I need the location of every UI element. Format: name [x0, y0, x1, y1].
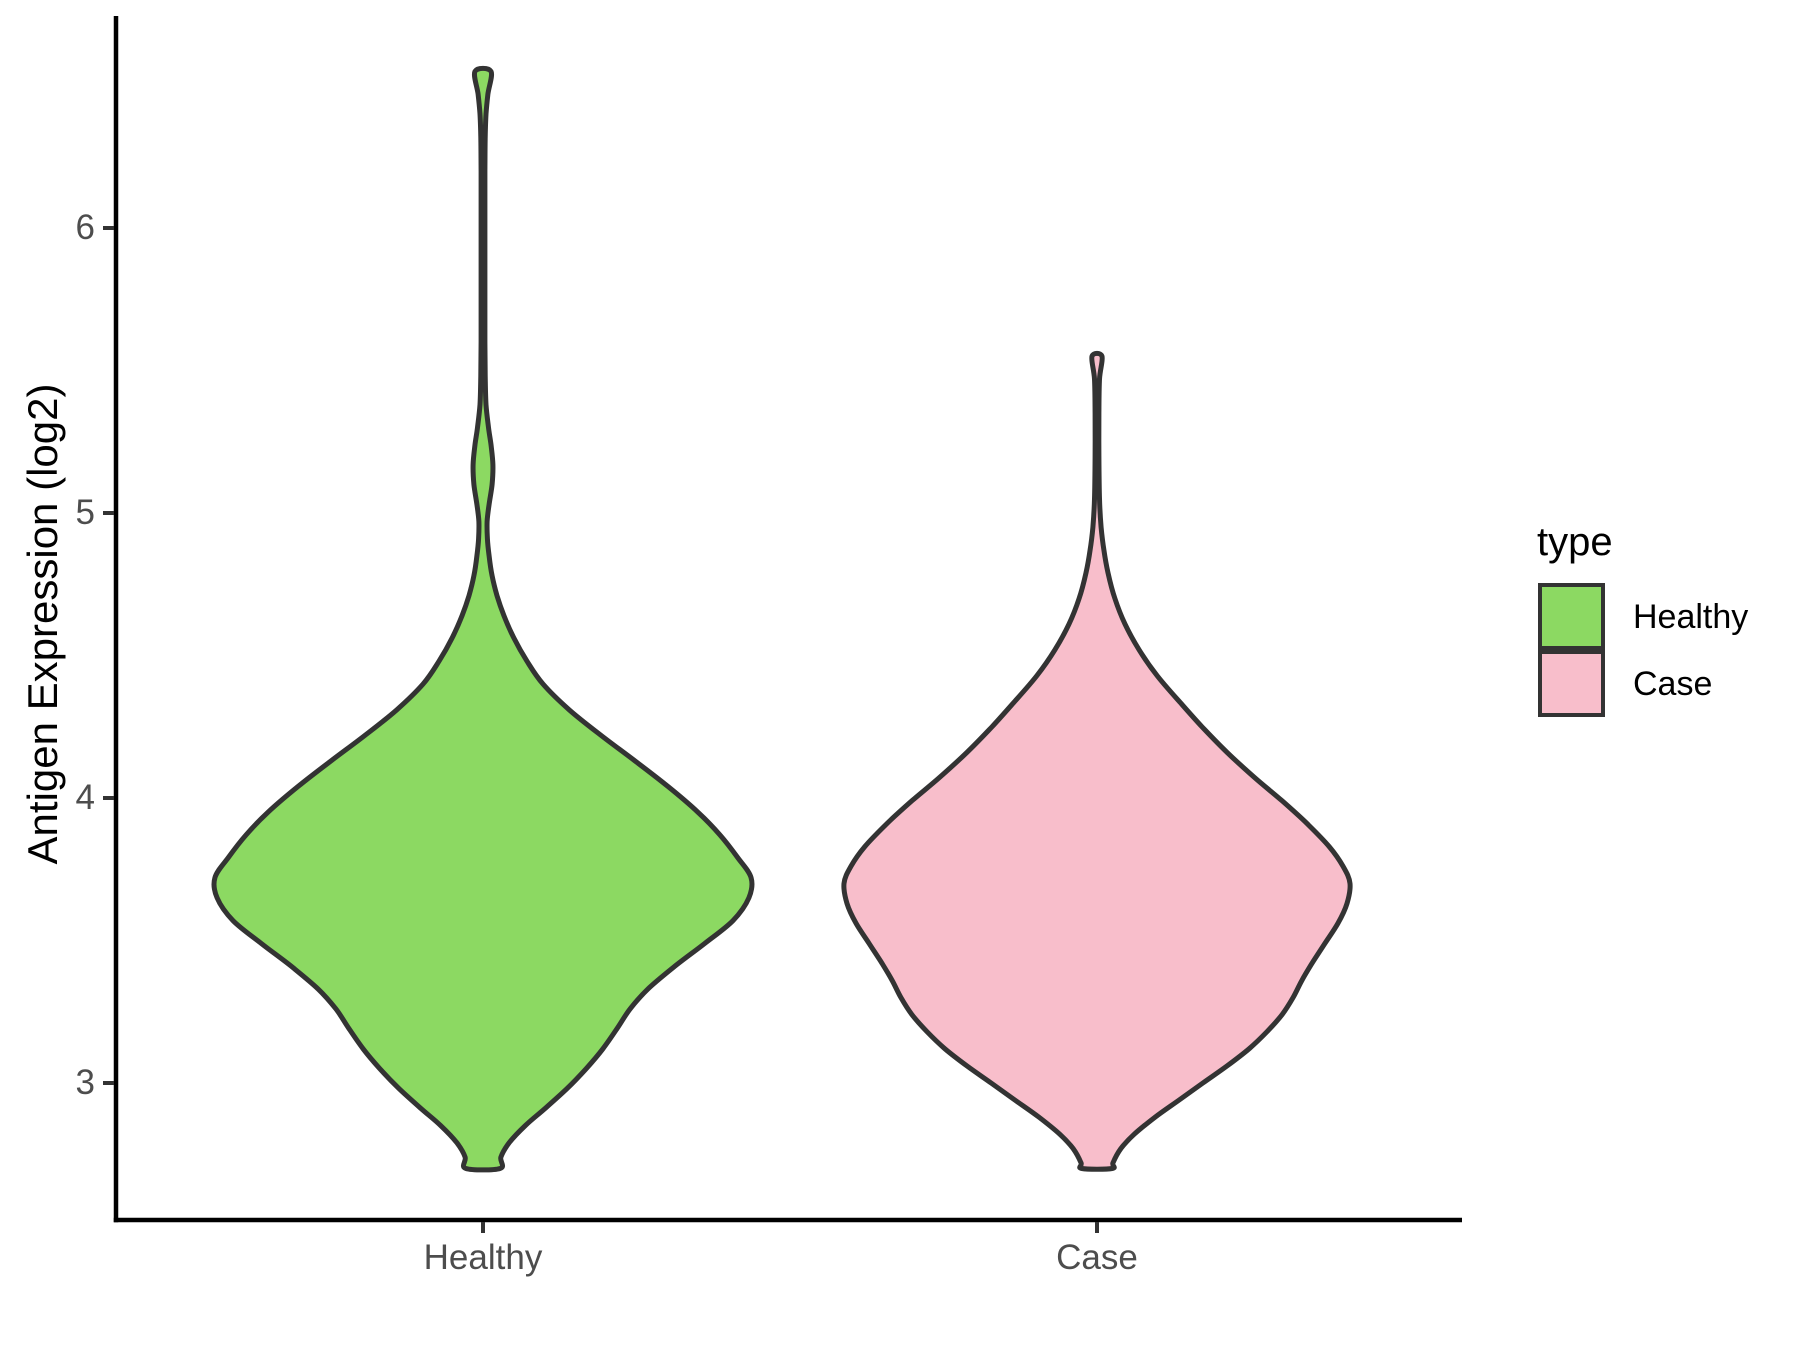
violin-healthy: [211, 65, 755, 1173]
y-axis-title: Antigen Expression (log2): [19, 383, 66, 865]
y-tick-label-6: 6: [75, 208, 95, 247]
violin-case: [841, 350, 1353, 1172]
legend-label-healthy: Healthy: [1633, 598, 1749, 636]
y-tick-label-4: 4: [75, 778, 95, 817]
legend-title: type: [1537, 520, 1613, 564]
legend-swatch-case: [1538, 650, 1605, 717]
x-category-label-case: Case: [1056, 1238, 1138, 1277]
y-tick-label-5: 5: [75, 493, 95, 532]
legend-swatch-healthy: [1538, 583, 1605, 650]
y-tick-label-3: 3: [75, 1063, 95, 1102]
legend-label-case: Case: [1633, 665, 1713, 703]
x-category-label-healthy: Healthy: [423, 1238, 543, 1277]
